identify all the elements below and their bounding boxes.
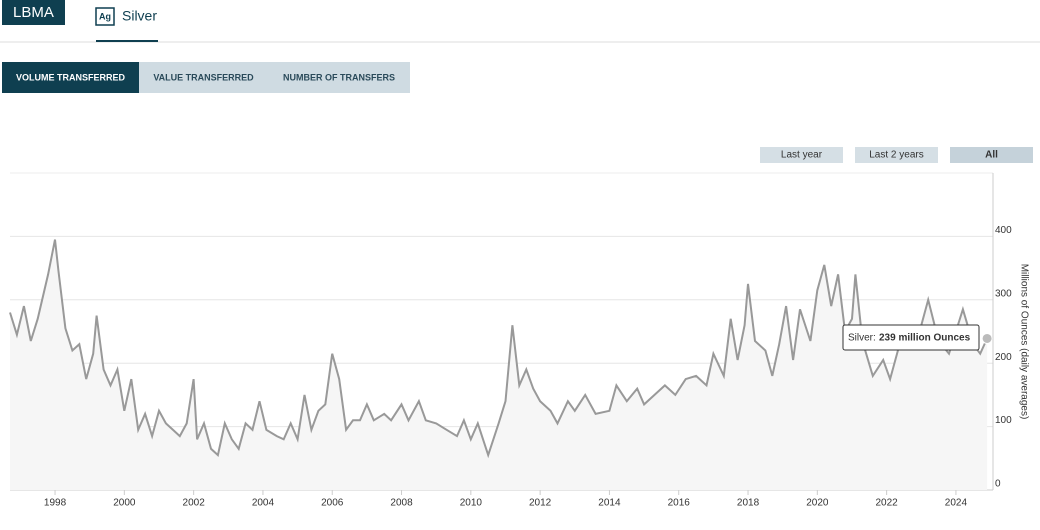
tooltip-label: Silver: — [848, 333, 876, 344]
y-tick-label: 200 — [995, 352, 1012, 363]
y-tick-label: 300 — [995, 288, 1012, 299]
hover-marker — [981, 332, 993, 344]
range-button-label[interactable]: Last 2 years — [869, 150, 923, 161]
logo: LBMA — [13, 4, 54, 21]
logo-box[interactable] — [2, 0, 65, 25]
area — [10, 239, 988, 490]
metal-title[interactable]: Silver — [122, 8, 157, 24]
x-tick-label: 2018 — [737, 498, 760, 509]
element-icon-text: Ag — [99, 11, 111, 21]
y-axis-label: Millions of Ounces (daily averages) — [1018, 264, 1029, 420]
x-tick-label: 2020 — [806, 498, 829, 509]
range-button-label[interactable]: All — [985, 150, 998, 161]
tab[interactable] — [139, 62, 268, 93]
x-tick-label: 2024 — [945, 498, 968, 509]
tab[interactable] — [268, 62, 410, 93]
x-tick-label: 2000 — [113, 498, 136, 509]
x-tick-label: 2002 — [183, 498, 206, 509]
tooltip-value: 239 million Ounces — [879, 333, 971, 344]
x-tick-label: 1998 — [44, 498, 67, 509]
tab-label[interactable]: VALUE TRANSFERRED — [153, 72, 254, 82]
x-tick-label: 2012 — [529, 498, 552, 509]
x-tick-label: 2022 — [876, 498, 899, 509]
range-button[interactable] — [950, 147, 1033, 163]
y-tick-label: 100 — [995, 415, 1012, 426]
tab[interactable] — [2, 62, 139, 93]
y-tick-label: 0 — [995, 479, 1001, 490]
x-tick-label: 2010 — [460, 498, 483, 509]
tooltip-box — [842, 324, 980, 351]
x-tick-label: 2006 — [321, 498, 344, 509]
x-tick-label: 2004 — [252, 498, 275, 509]
range-button[interactable] — [760, 147, 843, 163]
element-icon — [95, 7, 115, 26]
x-tick-label: 2016 — [668, 498, 691, 509]
tab-label[interactable]: VOLUME TRANSFERRED — [16, 72, 126, 82]
range-button-label[interactable]: Last year — [781, 150, 823, 161]
x-tick-label: 2014 — [598, 498, 621, 509]
x-tick-label: 2008 — [390, 498, 413, 509]
line — [9, 239, 989, 459]
y-tick-label: 400 — [995, 225, 1012, 236]
tab-label[interactable]: NUMBER OF TRANSFERS — [283, 72, 395, 82]
range-button[interactable] — [855, 147, 938, 163]
